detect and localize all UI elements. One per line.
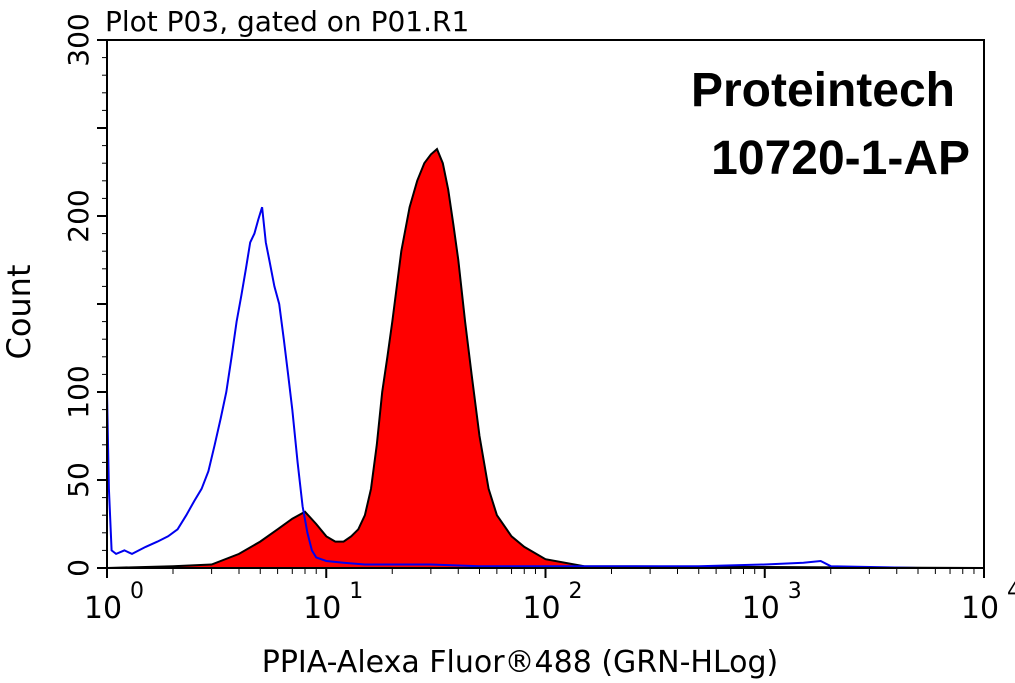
y-tick-label: 300 bbox=[62, 13, 95, 66]
series-outline-stained bbox=[106, 147, 985, 569]
y-tick-label: 50 bbox=[62, 462, 95, 498]
y-axis-label: Count bbox=[0, 264, 38, 359]
plot-area bbox=[106, 147, 985, 569]
series-line-control bbox=[106, 206, 984, 569]
x-tick-label: 10 bbox=[84, 591, 122, 626]
y-tick-label: 0 bbox=[62, 559, 95, 577]
x-tick-exponent: 0 bbox=[130, 579, 144, 604]
x-axis-label: PPIA-Alexa Fluor®488 (GRN-HLog) bbox=[262, 645, 779, 680]
x-tick-label: 10 bbox=[303, 591, 341, 626]
y-axis: 0 50 100 200 300 bbox=[62, 13, 107, 577]
chart-title: Plot P03, gated on P01.R1 bbox=[105, 5, 469, 38]
x-tick-exponent: 2 bbox=[569, 579, 583, 604]
brand-annotation: Proteintech bbox=[691, 64, 955, 117]
x-tick-label: 10 bbox=[522, 591, 560, 626]
x-tick-exponent: 3 bbox=[788, 579, 802, 604]
x-axis: 10 0 10 1 10 2 10 3 10 4 bbox=[84, 568, 1015, 626]
x-tick-label: 10 bbox=[961, 591, 999, 626]
x-tick-exponent: 4 bbox=[1007, 579, 1015, 604]
y-tick-label: 100 bbox=[62, 365, 95, 418]
plot-frame bbox=[106, 39, 985, 569]
y-tick-label: 200 bbox=[62, 189, 95, 242]
x-tick-label: 10 bbox=[742, 591, 780, 626]
catalog-annotation: 10720-1-AP bbox=[711, 132, 970, 185]
series-area-stained bbox=[107, 149, 984, 568]
x-tick-exponent: 1 bbox=[349, 579, 363, 604]
